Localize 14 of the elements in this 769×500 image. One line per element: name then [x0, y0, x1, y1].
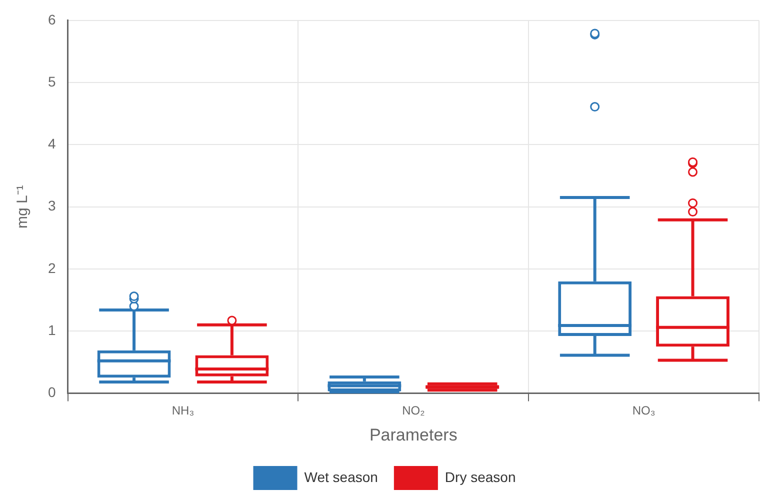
legend-label: Dry season — [444, 468, 516, 485]
y-tick-label: 2 — [48, 260, 56, 276]
x-tick-label: NH₃ — [172, 404, 194, 418]
x-axis-title: Parameters — [369, 425, 458, 444]
y-tick-label: 1 — [48, 322, 56, 338]
y-tick-label: 3 — [48, 198, 56, 214]
y-tick-label: 0 — [48, 384, 56, 400]
x-tick-label: NO₂ — [402, 404, 426, 418]
y-axis-title: mg L⁻¹ — [14, 185, 32, 228]
y-tick-label: 4 — [48, 136, 56, 152]
x-tick-label: NO₃ — [632, 404, 656, 418]
legend-label: Wet season — [304, 468, 378, 485]
y-tick-label: 5 — [48, 73, 56, 90]
y-tick-label: 6 — [48, 11, 56, 28]
